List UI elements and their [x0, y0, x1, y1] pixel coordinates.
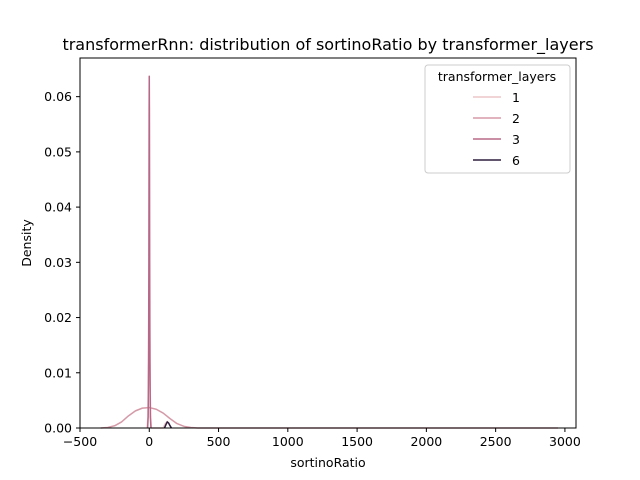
plot-frame: [79, 57, 577, 429]
y-axis-label: Density: [19, 219, 34, 267]
legend: transformer_layers 1 2 3 6: [424, 64, 571, 174]
legend-label-6: 6: [512, 153, 520, 168]
x-tick-label: 3000: [549, 434, 581, 449]
x-axis-label: sortinoRatio: [290, 455, 365, 470]
legend-items: 1 2 3 6: [473, 90, 520, 168]
x-tick-label: 1500: [341, 434, 373, 449]
y-tick-label: 0.05: [44, 144, 72, 159]
series-line-6: [163, 421, 173, 429]
legend-label-2: 2: [512, 111, 520, 126]
legend-label-3: 3: [512, 132, 520, 147]
x-tick-label: 2500: [480, 434, 512, 449]
y-tick-label: 0.06: [44, 89, 72, 104]
plot-area: [79, 57, 577, 429]
series-layer: [100, 75, 558, 429]
y-tick-label: 0.00: [44, 421, 72, 436]
legend-title: transformer_layers: [438, 69, 556, 84]
x-tick-label: 2000: [410, 434, 442, 449]
x-tick-label: 0: [145, 434, 153, 449]
legend-frame: [424, 64, 571, 174]
x-tick-label: 500: [207, 434, 231, 449]
chart-title: transformerRnn: distribution of sortinoR…: [62, 35, 593, 55]
series-line-3: [146, 75, 152, 429]
y-tick-label: 0.01: [44, 365, 72, 380]
y-tick-label: 0.03: [44, 255, 72, 270]
series-line-2: [100, 406, 558, 429]
legend-label-1: 1: [512, 90, 520, 105]
x-tick-label: −500: [63, 434, 97, 449]
y-axis: 0.00 0.01 0.02 0.03 0.04 0.05 0.06: [44, 89, 80, 436]
x-axis: −500 0 500 1000 1500 2000 2500 3000: [63, 428, 581, 449]
y-tick-label: 0.02: [44, 310, 72, 325]
y-tick-label: 0.04: [44, 200, 72, 215]
x-tick-label: 1000: [272, 434, 304, 449]
